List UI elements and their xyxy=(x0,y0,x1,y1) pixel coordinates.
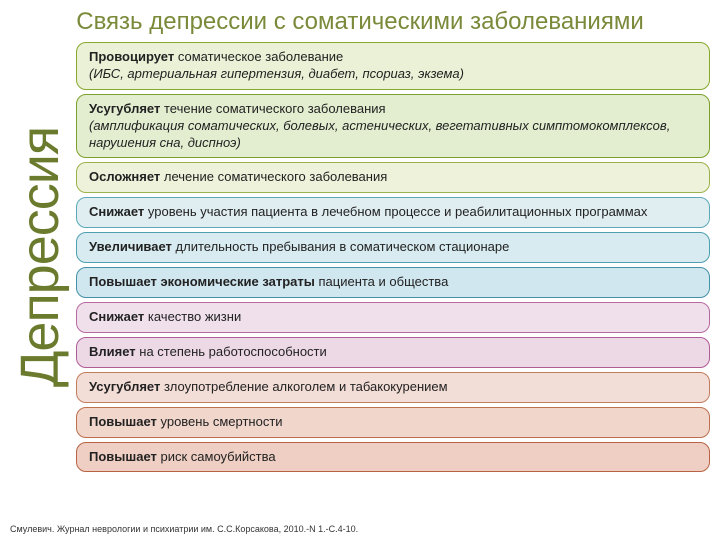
info-box-4: Увеличивает длительность пребывания в со… xyxy=(76,232,710,263)
info-box-9: Повышает уровень смертности xyxy=(76,407,710,438)
info-box-6: Снижает качество жизни xyxy=(76,302,710,333)
info-box-5: Повышает экономические затраты пациента … xyxy=(76,267,710,298)
sidebar-label: Депрессия xyxy=(9,127,71,387)
box-bold: Повышает xyxy=(89,449,157,464)
info-box-7: Влияет на степень работоспособности xyxy=(76,337,710,368)
box-bold: Увеличивает xyxy=(89,239,172,254)
box-line: Влияет на степень работоспособности xyxy=(89,344,697,361)
box-rest: пациента и общества xyxy=(315,274,448,289)
box-line: Снижает качество жизни xyxy=(89,309,697,326)
info-box-10: Повышает риск самоубийства xyxy=(76,442,710,473)
page-title: Связь депрессии с соматическими заболева… xyxy=(0,0,720,42)
box-bold: Усугубляет xyxy=(89,379,160,394)
box-rest: на степень работоспособности xyxy=(136,344,327,359)
box-bold: Провоцирует xyxy=(89,49,174,64)
box-bold: Осложняет xyxy=(89,169,160,184)
box-line: Повышает уровень смертности xyxy=(89,414,697,431)
box-line: Усугубляет течение соматического заболев… xyxy=(89,101,697,118)
info-box-8: Усугубляет злоупотребление алкоголем и т… xyxy=(76,372,710,403)
box-rest: течение соматического заболевания xyxy=(160,101,385,116)
box-italic: (ИБС, артериальная гипертензия, диабет, … xyxy=(89,66,464,81)
box-rest: риск самоубийства xyxy=(157,449,276,464)
box-rest: уровень участия пациента в лечебном проц… xyxy=(144,204,647,219)
box-rest: уровень смертности xyxy=(157,414,283,429)
box-line: Осложняет лечение соматического заболева… xyxy=(89,169,697,186)
box-bold: Снижает xyxy=(89,309,144,324)
box-rest: лечение соматического заболевания xyxy=(160,169,387,184)
box-bold: Повышает xyxy=(89,414,157,429)
box-line: Увеличивает длительность пребывания в со… xyxy=(89,239,697,256)
box-rest: злоупотребление алкоголем и табакокурени… xyxy=(160,379,447,394)
box-bold: Усугубляет xyxy=(89,101,160,116)
box-line: Повышает риск самоубийства xyxy=(89,449,697,466)
box-rest: длительность пребывания в соматическом с… xyxy=(172,239,509,254)
box-bold: Снижает xyxy=(89,204,144,219)
box-line: Повышает экономические затраты пациента … xyxy=(89,274,697,291)
info-box-2: Осложняет лечение соматического заболева… xyxy=(76,162,710,193)
box-bold: Влияет xyxy=(89,344,136,359)
box-line: Провоцирует соматическое заболевание xyxy=(89,49,697,66)
box-line: Усугубляет злоупотребление алкоголем и т… xyxy=(89,379,697,396)
box-italic: (амплификация соматических, болевых, аст… xyxy=(89,118,670,150)
citation: Смулевич. Журнал неврологии и психиатрии… xyxy=(10,524,358,534)
sidebar: Депрессия xyxy=(10,42,70,472)
content-area: Депрессия Провоцирует соматическое забол… xyxy=(0,42,720,472)
info-box-0: Провоцирует соматическое заболевание(ИБС… xyxy=(76,42,710,90)
box-bold: Повышает экономические затраты xyxy=(89,274,315,289)
boxes-container: Провоцирует соматическое заболевание(ИБС… xyxy=(76,42,710,472)
box-rest: соматическое заболевание xyxy=(174,49,343,64)
info-box-3: Снижает уровень участия пациента в лечеб… xyxy=(76,197,710,228)
box-line: Снижает уровень участия пациента в лечеб… xyxy=(89,204,697,221)
info-box-1: Усугубляет течение соматического заболев… xyxy=(76,94,710,159)
box-rest: качество жизни xyxy=(144,309,241,324)
